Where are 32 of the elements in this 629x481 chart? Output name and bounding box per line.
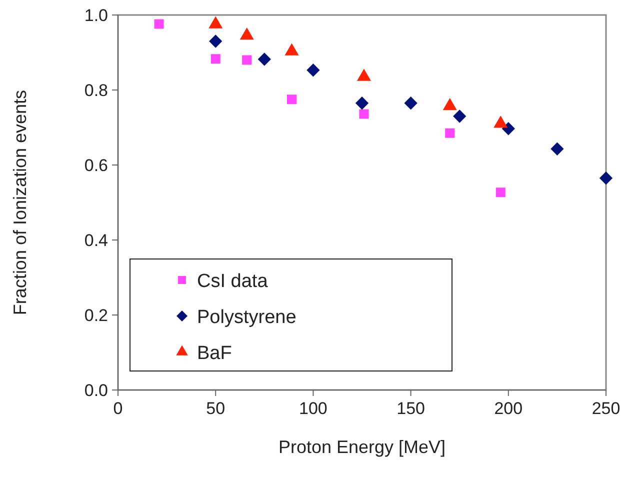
y-tick-label: 0.6 — [84, 156, 108, 175]
x-tick-label: 50 — [206, 399, 226, 418]
y-tick-label: 0.8 — [84, 81, 108, 100]
y-tick-label: 0.4 — [84, 231, 108, 250]
legend-label: BaF — [197, 343, 232, 364]
y-axis-title: Fraction of Ionization events — [10, 90, 30, 316]
point — [306, 64, 320, 77]
point — [258, 52, 271, 66]
legend-label: Polystyrene — [197, 307, 296, 328]
x-axis-title: Proton Energy [MeV] — [278, 437, 446, 457]
point — [453, 110, 466, 123]
y-tick-label: 1.0 — [84, 6, 108, 25]
x-tick-label: 200 — [494, 399, 523, 418]
point — [355, 96, 369, 110]
point — [154, 19, 164, 29]
point — [445, 128, 455, 138]
point — [599, 172, 613, 185]
point — [210, 54, 220, 64]
point — [496, 188, 506, 198]
point — [286, 94, 296, 104]
point — [242, 55, 252, 65]
y-tick-label: 0.0 — [84, 381, 108, 400]
y-tick-label: 0.2 — [84, 306, 108, 325]
x-tick-label: 100 — [299, 399, 328, 418]
legend-label: CsI data — [197, 271, 268, 292]
point — [209, 34, 222, 48]
point — [404, 96, 418, 110]
x-tick-label: 150 — [396, 399, 425, 418]
point — [550, 142, 564, 156]
point — [359, 109, 369, 119]
x-tick-label: 250 — [592, 399, 620, 418]
x-tick-label: 0 — [113, 399, 123, 418]
